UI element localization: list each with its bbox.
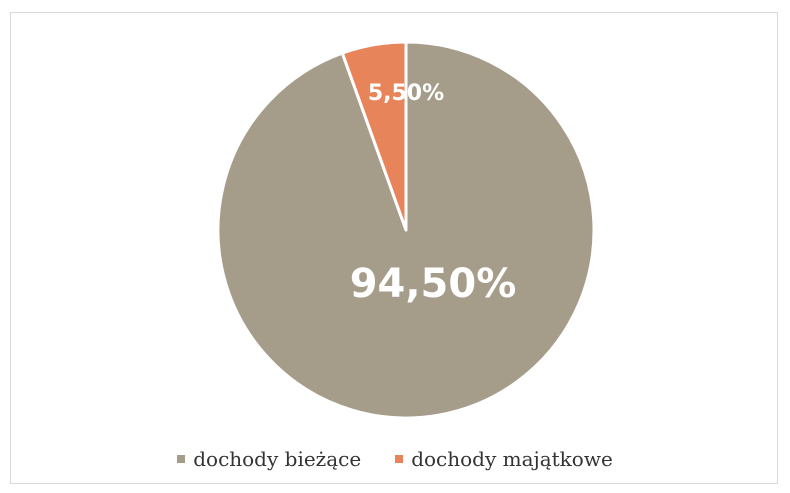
pie-chart: 94,50% 5,50% <box>216 40 596 420</box>
legend-item-dochody-majatkowe: dochody majątkowe <box>395 447 613 471</box>
legend-item-dochody-biezace: dochody bieżące <box>177 447 361 471</box>
pie-slice-dochody-majatkowe <box>340 40 408 232</box>
legend-swatch <box>395 455 404 463</box>
data-label-dochody-majatkowe: 5,50% <box>368 81 444 106</box>
legend-label: dochody bieżące <box>193 447 362 471</box>
data-label-dochody-biezace: 94,50% <box>350 261 517 307</box>
pie-slices <box>216 40 596 420</box>
chart-legend: dochody bieżące dochody majątkowe <box>0 447 790 471</box>
legend-label: dochody majątkowe <box>411 447 613 471</box>
legend-swatch <box>177 455 186 463</box>
